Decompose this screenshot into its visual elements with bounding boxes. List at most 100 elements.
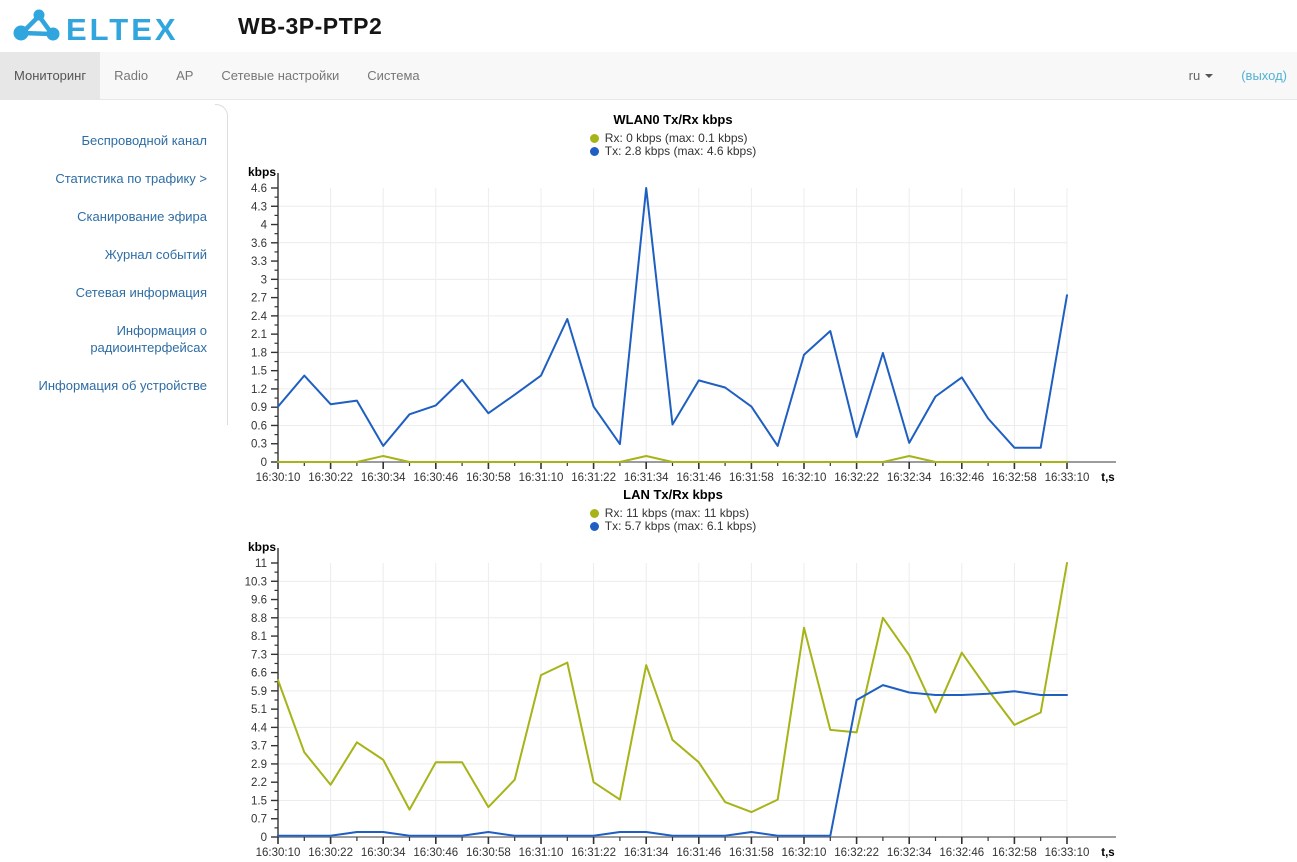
y-tick-label: 4.3 (251, 201, 267, 213)
main-nav: Мониторинг Radio AP Сетевые настройки Систем… (0, 52, 1297, 100)
x-tick-label: 16:31:10 (519, 472, 564, 484)
y-tick-label: 4.6 (251, 183, 267, 195)
y-tick-label: 10.3 (245, 576, 267, 588)
x-tick-label: 16:30:34 (361, 472, 406, 484)
x-axis-unit-label: t,s (1101, 472, 1114, 484)
chart-head: WLAN0 Tx/Rx kbps Rx: 0 kbps (max: 0.1 kb… (228, 112, 1118, 161)
x-tick-label: 16:30:10 (256, 472, 301, 484)
content: Беспроводной канал Статистика по трафику … (0, 100, 1297, 862)
y-axis-unit-label: kbps (248, 165, 276, 179)
y-tick-label: 2.7 (251, 293, 267, 305)
x-tick-label: 16:32:46 (939, 472, 984, 484)
tab-0[interactable]: Мониторинг (0, 52, 101, 99)
x-tick-label: 16:32:34 (887, 472, 932, 484)
y-tick-label: 9.6 (251, 595, 267, 607)
legend-row-tx: Tx: 5.7 kbps (max: 6.1 kbps) (589, 519, 757, 533)
y-tick-label: 6.6 (251, 668, 267, 680)
x-tick-label: 16:33:10 (1045, 847, 1090, 859)
language-dropdown[interactable]: ru (1189, 68, 1214, 83)
y-tick-label: 5.1 (251, 704, 267, 716)
legend-dot-tx (589, 147, 599, 156)
sidebar-item-3[interactable]: Журнал событий (104, 247, 207, 262)
tab-1[interactable]: Radio (114, 68, 149, 83)
y-tick-label: 4 (261, 220, 268, 232)
device-title: WB-3P-PTP2 (238, 12, 383, 39)
chart-legend: Rx: 0 kbps (max: 0.1 kbps) Tx: 2.8 kbps … (589, 131, 757, 158)
y-tick-label: 4.4 (251, 722, 268, 734)
y-tick-label: 5.9 (251, 686, 267, 698)
legend-label: Rx: 0 kbps (max: 0.1 kbps) (604, 131, 748, 145)
rx-series-line (277, 455, 1068, 463)
chart-title: WLAN0 Tx/Rx kbps (613, 112, 733, 127)
legend-row-rx: Rx: 11 kbps (max: 11 kbps) (589, 506, 756, 520)
chart-title: LAN Tx/Rx kbps (623, 487, 723, 502)
y-tick-label: 3.6 (251, 238, 267, 250)
sidebar-item-5[interactable]: Информация о радиоинтерфейсах (90, 323, 207, 355)
x-tick-label: 16:30:46 (413, 847, 458, 859)
wlan0-txrx-chart-canvas: 4.6 4.3 4 3.6 3.3 3 2.7 2.4 2.1 1.8 1.5 1.2 0.9 0.6 0.… (248, 165, 1116, 484)
y-tick-label: 1.5 (251, 795, 267, 807)
y-tick-label: 0.3 (251, 439, 267, 451)
legend-label: Tx: 5.7 kbps (max: 6.1 kbps) (604, 519, 757, 533)
x-tick-label: 16:30:58 (466, 847, 511, 859)
legend-label: Tx: 2.8 kbps (max: 4.6 kbps) (604, 144, 757, 158)
y-tick-label: 1.5 (251, 366, 267, 378)
y-tick-label: 1.2 (251, 384, 267, 396)
svg-text:ELTEX: ELTEX (66, 12, 179, 46)
charts-area: WLAN0 Tx/Rx kbps Rx: 0 kbps (max: 0.1 kb… (228, 100, 1297, 862)
header: ELTEX WB-3P-PTP2 (0, 0, 1297, 52)
x-tick-label: 16:30:22 (308, 847, 353, 859)
y-tick-label: 0.6 (251, 420, 267, 432)
x-tick-label: 16:33:10 (1045, 472, 1090, 484)
tab-3[interactable]: Сетевые настройки (221, 68, 340, 83)
sidebar-item-4[interactable]: Сетевая информация (75, 285, 207, 300)
caret-down-icon (1205, 73, 1214, 78)
tab-2[interactable]: AP (176, 68, 194, 83)
x-tick-label: 16:30:22 (308, 472, 353, 484)
chart-head: LAN Tx/Rx kbps Rx: 11 kbps (max: 11 kbps… (228, 487, 1118, 536)
x-tick-label: 16:30:10 (256, 847, 301, 859)
y-tick-label: 0.9 (251, 402, 267, 414)
chart-legend: Rx: 11 kbps (max: 11 kbps) Tx: 5.7 kbps … (589, 506, 757, 533)
y-tick-label: 8.8 (251, 613, 267, 625)
x-tick-label: 16:31:58 (729, 472, 774, 484)
y-axis-unit-label: kbps (248, 540, 276, 554)
sidebar-item-0[interactable]: Беспроводной канал (81, 133, 207, 148)
chart-wlan0-txrx: WLAN0 Tx/Rx kbps Rx: 0 kbps (max: 0.1 kb… (228, 112, 1297, 485)
tx-series-line (277, 684, 1068, 837)
x-tick-label: 16:32:22 (834, 472, 879, 484)
chart-lan-txrx: LAN Tx/Rx kbps Rx: 11 kbps (max: 11 kbps… (228, 487, 1297, 860)
sidebar-item-2[interactable]: Сканирование эфира (77, 209, 207, 224)
tab-4[interactable]: Система (367, 68, 420, 83)
legend-label: Rx: 11 kbps (max: 11 kbps) (604, 506, 750, 520)
x-tick-label: 16:32:22 (834, 847, 879, 859)
x-tick-label: 16:30:34 (361, 847, 406, 859)
x-tick-label: 16:31:22 (571, 847, 616, 859)
x-tick-label: 16:32:10 (782, 472, 827, 484)
nav-tabs: Мониторинг Radio AP Сетевые настройки Систем… (0, 52, 434, 99)
y-tick-label: 3 (261, 274, 267, 286)
y-tick-label: 2.9 (251, 759, 267, 771)
sidebar-item-6[interactable]: Информация об устройстве (38, 378, 207, 393)
x-tick-label: 16:32:58 (992, 472, 1037, 484)
sidebar-item-1-active[interactable]: Статистика по трафику > (55, 171, 207, 186)
sidebar-panel: Беспроводной канал Статистика по трафику … (0, 104, 228, 425)
logout-link[interactable]: (выход) (1241, 68, 1287, 83)
y-tick-label: 2.2 (251, 777, 267, 789)
x-tick-label: 16:31:10 (519, 847, 564, 859)
y-tick-label: 3.3 (251, 256, 267, 268)
x-tick-label: 16:30:58 (466, 472, 511, 484)
lan-txrx-chart-canvas: 11 10.3 9.6 8.8 8.1 7.3 6.6 5.9 5.1 4.4 3.7 2.9 2.2 1… (245, 540, 1116, 859)
legend-dot-rx (589, 509, 599, 518)
sidebar: Беспроводной канал Статистика по трафику … (0, 100, 228, 425)
legend-dot-rx (589, 134, 599, 143)
x-tick-label: 16:31:34 (624, 847, 669, 859)
y-tick-label: 7.3 (251, 649, 267, 661)
x-tick-label: 16:31:46 (676, 847, 721, 859)
y-tick-label: 1.8 (251, 347, 267, 359)
x-tick-label: 16:31:22 (571, 472, 616, 484)
eltex-logo-icon: ELTEX (13, 9, 179, 47)
x-tick-label: 16:32:10 (782, 847, 827, 859)
y-tick-label: 2.1 (251, 329, 267, 341)
x-tick-label: 16:31:46 (676, 472, 721, 484)
